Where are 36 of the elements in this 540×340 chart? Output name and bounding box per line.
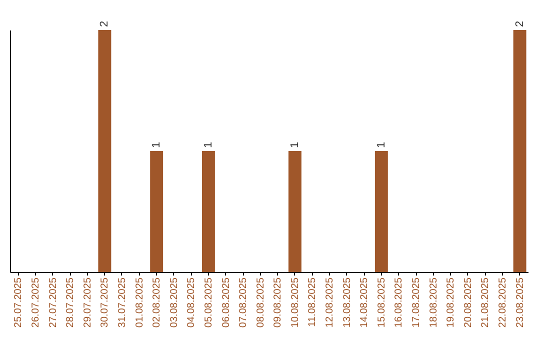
x-tick-label: 29.07.2025 bbox=[82, 277, 94, 328]
x-tick-label: 23.08.2025 bbox=[514, 277, 526, 328]
x-tick-label: 16.08.2025 bbox=[394, 277, 405, 328]
x-tick-label: 28.07.2025 bbox=[65, 277, 76, 328]
x-tick-label: 25.07.2025 bbox=[13, 277, 24, 328]
x-tick-label: 18.08.2025 bbox=[428, 277, 440, 328]
x-tick-label: 15.08.2025 bbox=[376, 277, 388, 328]
x-tick-label: 10.08.2025 bbox=[290, 277, 301, 328]
x-tick-label: 20.08.2025 bbox=[462, 277, 474, 328]
x-tick-label: 30.07.2025 bbox=[100, 277, 111, 328]
x-tick-label: 21.08.2025 bbox=[480, 277, 492, 328]
data-label: 1 bbox=[150, 142, 163, 148]
x-tick-label: 04.08.2025 bbox=[186, 277, 198, 328]
x-tick-label: 26.07.2025 bbox=[30, 277, 42, 328]
x-tick-label: 08.08.2025 bbox=[255, 277, 266, 328]
x-tick-label: 31.07.2025 bbox=[116, 277, 128, 328]
x-tick-label: 05.08.2025 bbox=[203, 277, 214, 328]
x-tick-label: 06.08.2025 bbox=[220, 277, 232, 328]
x-tick-label: 17.08.2025 bbox=[411, 277, 422, 328]
x-tick-label: 01.08.2025 bbox=[134, 277, 146, 328]
x-tick-label: 02.08.2025 bbox=[152, 277, 163, 328]
data-label: 1 bbox=[288, 142, 301, 148]
x-tick-label: 13.08.2025 bbox=[342, 277, 353, 328]
x-tick-label: 09.08.2025 bbox=[272, 277, 284, 328]
data-label: 1 bbox=[202, 142, 214, 148]
x-tick-label: 03.08.2025 bbox=[168, 277, 180, 328]
x-tick-label: 19.08.2025 bbox=[446, 277, 457, 328]
x-tick-label: 22.08.2025 bbox=[497, 277, 508, 328]
data-label: 2 bbox=[98, 20, 111, 27]
x-tick-label: 27.07.2025 bbox=[48, 277, 59, 328]
x-tick-label: 14.08.2025 bbox=[359, 277, 370, 328]
x-tick-label: 07.08.2025 bbox=[238, 277, 250, 328]
x-tick-label: 12.08.2025 bbox=[324, 277, 336, 328]
data-label: 2 bbox=[514, 20, 526, 27]
x-tick-label: 11.08.2025 bbox=[307, 277, 318, 327]
data-label: 1 bbox=[375, 142, 388, 148]
